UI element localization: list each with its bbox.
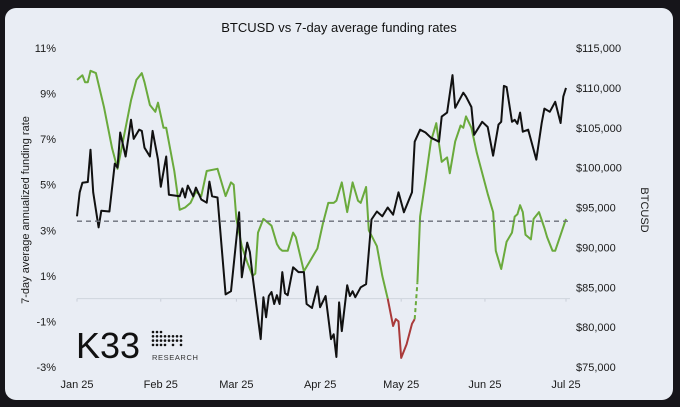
x-tick-label: Jan 25 — [60, 379, 93, 391]
y-right-tick-label: $95,000 — [576, 203, 616, 215]
y-axis-left-label: 7-day average annualized funding rate — [20, 116, 32, 304]
logo-dot — [171, 339, 175, 342]
funding-rate-line — [416, 115, 567, 283]
logo-dots-icon — [151, 330, 183, 347]
y-right-tick-label: $85,000 — [576, 282, 616, 294]
logo-dot — [159, 339, 163, 342]
logo-dot — [159, 335, 163, 338]
logo-dot — [163, 339, 167, 342]
logo-dot — [151, 339, 155, 342]
logo-dot — [179, 343, 183, 347]
logo-dot — [155, 330, 159, 334]
funding-rate-line — [76, 69, 389, 299]
logo-dot — [159, 330, 163, 334]
y-right-tick-label: $115,000 — [576, 43, 621, 55]
y-left-tick-label: 5% — [40, 180, 56, 192]
y-right-tick-label: $90,000 — [576, 242, 616, 254]
logo-dot — [163, 335, 167, 338]
y-axis-right-label: BTCUSD — [638, 187, 650, 232]
x-tick-label: Jun 25 — [468, 379, 501, 391]
x-tick-label: Apr 25 — [304, 379, 336, 391]
logo-dot — [175, 339, 179, 342]
funding-rate-dashed-segment — [413, 282, 419, 320]
y-right-tick-label: $75,000 — [576, 362, 616, 374]
y-right-tick-label: $105,000 — [576, 123, 622, 135]
logo-dot — [167, 339, 171, 342]
chart-card — [5, 8, 673, 400]
logo-mark: K33 — [76, 325, 140, 366]
logo-sub: RESEARCH — [152, 353, 198, 362]
x-tick-label: May 25 — [383, 379, 419, 391]
funding-rate-negative-line — [386, 298, 416, 359]
logo-dot — [151, 343, 155, 347]
logo-dot — [155, 335, 159, 338]
logo-dot — [155, 343, 159, 347]
logo-dot — [163, 343, 167, 347]
y-left-tick-label: 11% — [35, 43, 56, 55]
logo-dot — [179, 335, 183, 338]
y-left-tick-label: 7% — [40, 134, 56, 146]
logo-dot — [151, 335, 155, 338]
logo-dot — [159, 343, 163, 347]
btcusd-line — [76, 74, 567, 358]
k33-logo: K33 RESEARCH — [76, 325, 198, 366]
x-tick-label: Feb 25 — [144, 379, 178, 391]
logo-dot — [167, 335, 171, 338]
logo-dot — [155, 339, 159, 342]
chart-title: BTCUSD vs 7-day average funding rates — [221, 20, 457, 35]
y-left-tick-label: 3% — [40, 225, 56, 237]
y-left-tick-label: 9% — [40, 89, 56, 101]
x-tick-label: Jul 25 — [551, 379, 580, 391]
y-left-tick-label: 1% — [40, 271, 56, 283]
logo-dot — [175, 335, 179, 338]
y-right-tick-label: $100,000 — [576, 163, 622, 175]
y-right-tick-label: $110,000 — [576, 83, 621, 95]
logo-dot — [151, 330, 155, 334]
y-right-tick-label: $80,000 — [576, 322, 616, 334]
x-tick-label: Mar 25 — [219, 379, 253, 391]
y-left-tick-label: -3% — [36, 362, 56, 374]
logo-dot — [179, 339, 183, 342]
logo-dot — [171, 335, 175, 338]
logo-dot — [171, 343, 175, 347]
y-left-tick-label: -1% — [36, 316, 56, 328]
